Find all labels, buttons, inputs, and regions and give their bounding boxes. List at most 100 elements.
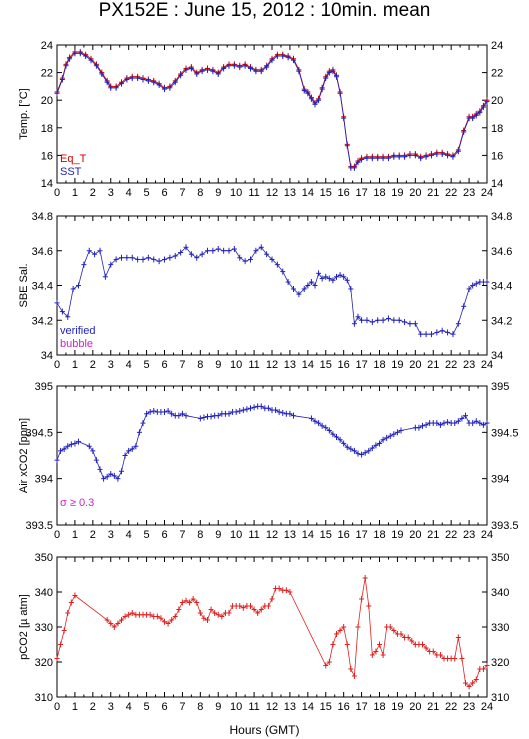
data-point [326, 427, 332, 434]
data-point [337, 90, 343, 97]
data-point [473, 280, 479, 287]
data-point [326, 659, 332, 665]
data-point [330, 641, 336, 648]
data-point [179, 410, 185, 417]
data-point [377, 440, 382, 447]
data-point [226, 410, 232, 417]
data-point [68, 599, 74, 606]
x-tick-label: 23 [463, 701, 475, 713]
x-tick-label: 17 [355, 187, 367, 199]
data-point [423, 645, 429, 651]
x-tick-label: 24 [481, 187, 493, 199]
data-point [380, 317, 386, 324]
data-point [187, 599, 193, 606]
series-air-xco2 [54, 403, 490, 482]
data-point [283, 587, 289, 594]
data-point [122, 613, 128, 620]
data-point [212, 610, 218, 616]
data-point [242, 62, 248, 69]
panel-2: 0 1 2 3 4 5 6 7 8 9 10 11 12 13 14 15 16 17 18 19 20 21 22 23 24… [18, 381, 519, 541]
x-tick-label: 13 [284, 359, 296, 371]
y-tick-label-right: 310 [491, 692, 509, 704]
data-point [264, 251, 270, 258]
data-point [369, 155, 375, 162]
x-tick-label: 17 [355, 701, 367, 713]
data-point [221, 65, 227, 72]
data-point [215, 246, 221, 253]
data-point [244, 406, 250, 413]
data-point [119, 80, 124, 87]
data-point [280, 268, 286, 275]
data-point [101, 475, 107, 482]
data-point [416, 424, 422, 431]
x-tick-label: 7 [179, 359, 185, 371]
x-tick-label: 22 [445, 187, 457, 199]
data-point [237, 603, 243, 609]
data-point [291, 57, 296, 64]
x-tick-label: 20 [409, 359, 421, 371]
data-point [255, 610, 261, 616]
x-tick-label: 17 [355, 529, 367, 541]
y-axis-label: pCO2 [µ atm] [18, 594, 30, 660]
data-point [470, 282, 476, 289]
data-point [285, 54, 291, 61]
x-tick-label: 0 [54, 187, 60, 199]
data-point [344, 444, 350, 451]
x-axis-label: Hours (GMT) [229, 723, 300, 737]
data-point [219, 613, 225, 620]
data-point [248, 603, 253, 609]
x-tick-label: 7 [179, 187, 185, 199]
y-tick-label-right: 34.2 [491, 315, 512, 327]
y-tick-label: 24 [41, 40, 53, 52]
data-point [205, 66, 210, 73]
data-point [119, 617, 124, 623]
data-point [68, 441, 74, 448]
data-point [337, 272, 343, 279]
data-point [437, 421, 443, 428]
data-point [305, 90, 311, 97]
data-point [178, 72, 184, 79]
data-point [83, 53, 89, 60]
data-point [86, 247, 92, 254]
data-point [165, 408, 171, 415]
data-point [473, 112, 479, 119]
data-point [151, 256, 157, 263]
data-point [97, 247, 103, 254]
data-point [323, 273, 329, 280]
data-point [380, 155, 386, 162]
data-point [344, 641, 350, 648]
data-point [145, 254, 151, 261]
data-point [248, 405, 253, 412]
data-point [115, 475, 121, 482]
data-point [248, 65, 253, 72]
x-tick-label: 21 [427, 187, 439, 199]
data-point [341, 115, 347, 122]
data-point [231, 246, 237, 253]
data-point [364, 317, 370, 324]
data-point [437, 652, 443, 658]
data-point [201, 615, 207, 622]
data-point [412, 152, 418, 159]
data-point [210, 247, 216, 254]
data-point [391, 431, 397, 438]
panel-3: 0 1 2 3 4 5 6 7 8 9 10 11 12 13 14 15 16 17 18 19 20 21 22 23 24… [18, 552, 509, 713]
data-point [434, 420, 440, 427]
x-tick-label: 13 [284, 701, 296, 713]
data-point [129, 610, 135, 616]
y-tick-label-right: 14 [491, 178, 503, 190]
data-point [337, 627, 343, 634]
data-point [330, 68, 336, 75]
legend-entry: SST [60, 166, 82, 178]
data-point [369, 652, 375, 658]
data-point [72, 592, 78, 599]
y-tick-label: 330 [35, 622, 53, 634]
data-point [179, 599, 185, 606]
data-point [344, 277, 350, 284]
data-point [463, 680, 468, 686]
data-point [61, 446, 67, 453]
data-point [65, 443, 71, 450]
data-point [484, 420, 490, 427]
data-point [231, 62, 237, 69]
data-point [355, 450, 361, 457]
series-line [56, 405, 488, 480]
